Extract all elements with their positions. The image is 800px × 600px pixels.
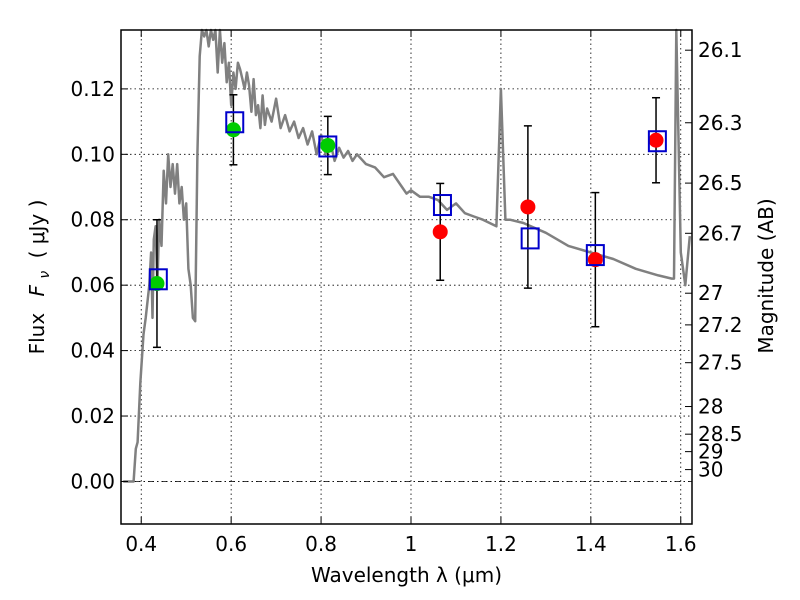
observed-point [520,199,536,215]
model-spectrum-line [123,28,692,483]
marker-layer [148,111,667,292]
mag-tick-label: 26.5 [698,171,743,195]
mag-tick-label: 27.5 [698,351,743,375]
model-photometry-square [585,244,605,267]
y-tick-label: 0.10 [70,142,115,166]
y-axis-label: Flux F ν ( μJy ) [25,200,54,355]
observed-point [648,132,664,148]
observed-point [320,137,336,153]
model-photometry-square [148,268,168,291]
model-spectrum-layer [123,28,692,483]
y-tick-label: 0.12 [70,77,115,101]
y-tick-label: 0.08 [70,208,115,232]
mag-tick-label: 28.5 [698,422,743,446]
y-tick-label: 0.04 [70,339,115,363]
observed-point [432,224,448,240]
mag-tick-label: 29 [698,440,723,464]
mag-tick-label: 27 [698,281,723,305]
grid [121,30,692,524]
model-photometry-square [225,111,245,134]
y-axis-label-symbol: F [25,284,49,296]
observed-point [225,122,241,138]
mag-tick-label: 27.2 [698,313,743,337]
x-tick-label: 0.4 [125,532,157,556]
x-tick-label: 0.6 [215,532,247,556]
model-photometry-square [318,135,338,158]
y-tick-label: 0.00 [70,469,115,493]
mag-tick-label: 30 [698,458,723,482]
tick-layer: 0.4 0.6 0.8 1 1.2 1.4 1.6 0.00 0.02 0.04 0.06 0.08 0… [70,30,743,556]
y-axis-label-subscript: ν [37,271,53,279]
model-photometry-square [520,227,540,250]
plot-frame [120,29,693,525]
model-photometry-square [647,130,667,153]
mag-tick-label: 26.7 [698,221,743,245]
x-tick-label: 1.4 [575,532,607,556]
mag-tick-label: 26.3 [698,111,743,135]
x-tick-label: 1 [405,532,418,556]
observed-point [149,276,165,292]
y-axis-label-text: Flux [25,313,49,355]
y-tick-label: 0.06 [70,273,115,297]
x-tick-label: 1.6 [665,532,697,556]
y-axis-label-unit: ( μJy ) [25,200,49,259]
right-axis-label: Magnitude (AB) [754,198,778,353]
mag-tick-label: 26.1 [698,38,743,62]
x-tick-label: 0.8 [305,532,337,556]
y-tick-label: 0.02 [70,404,115,428]
x-tick-label: 1.2 [485,532,517,556]
observed-point [587,252,603,268]
mag-tick-label: 28 [698,395,723,419]
model-photometry-square [432,194,452,217]
x-axis-label: Wavelength λ (μm) [311,563,502,587]
